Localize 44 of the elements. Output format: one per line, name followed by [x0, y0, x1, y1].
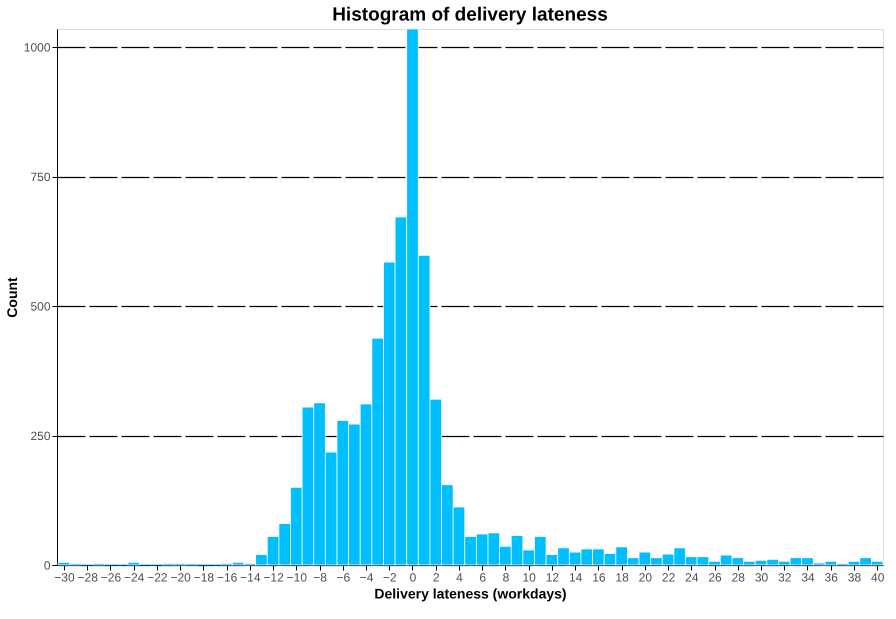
x-tick-label: −10 — [286, 570, 308, 584]
x-tick-label: 10 — [522, 570, 536, 584]
x-tick-label: 2 — [432, 570, 440, 584]
x-tick-label: 6 — [479, 570, 486, 584]
y-tick-label: 500 — [30, 300, 51, 314]
x-tick-label: 0 — [410, 570, 417, 584]
x-tick-label: −28 — [78, 570, 98, 584]
x-tick-label: 28 — [732, 570, 746, 584]
x-tick-label: 22 — [662, 570, 676, 584]
x-tick-label: 16 — [592, 570, 606, 584]
x-tick-label: −20 — [170, 570, 192, 584]
y-tick-label: 0 — [44, 558, 51, 572]
x-tick-label: 18 — [615, 570, 630, 584]
x-tick-label: −26 — [100, 570, 122, 584]
x-tick-label: −22 — [147, 570, 168, 584]
chart-title: Histogram of delivery lateness — [332, 4, 608, 26]
x-tick-label: 14 — [568, 570, 583, 584]
x-tick-label: 36 — [824, 570, 838, 584]
x-tick-label: 4 — [456, 570, 464, 584]
x-tick-label: −14 — [240, 570, 261, 584]
x-tick-label: 20 — [638, 570, 652, 584]
x-axis-title: Delivery lateness (workdays) — [374, 586, 567, 602]
x-tick-label: −18 — [194, 570, 214, 584]
x-tick-label: 24 — [685, 570, 699, 584]
x-tick-label: 30 — [754, 570, 769, 584]
x-tick-label: 34 — [801, 570, 815, 584]
x-tick-label: 32 — [778, 570, 792, 584]
y-tick-label: 750 — [30, 170, 51, 184]
x-tick-label: 40 — [871, 570, 885, 584]
x-tick-label: 12 — [546, 570, 560, 584]
x-tick-label: 38 — [848, 570, 862, 584]
x-tick-label: −6 — [336, 570, 350, 584]
x-tick-label: 8 — [502, 570, 510, 584]
x-tick-label: −24 — [124, 570, 145, 584]
x-tick-label: −2 — [382, 570, 397, 584]
y-axis-title: Count — [4, 276, 20, 318]
y-tick-label: 1000 — [24, 40, 51, 55]
x-tick-label: −30 — [54, 570, 75, 584]
x-tick-label: −8 — [313, 570, 328, 584]
x-tick-label: −16 — [216, 570, 238, 584]
y-tick-label: 250 — [30, 429, 51, 444]
x-tick-label: −4 — [360, 570, 374, 584]
x-tick-label: 26 — [708, 570, 722, 584]
x-tick-label: −12 — [263, 570, 284, 584]
